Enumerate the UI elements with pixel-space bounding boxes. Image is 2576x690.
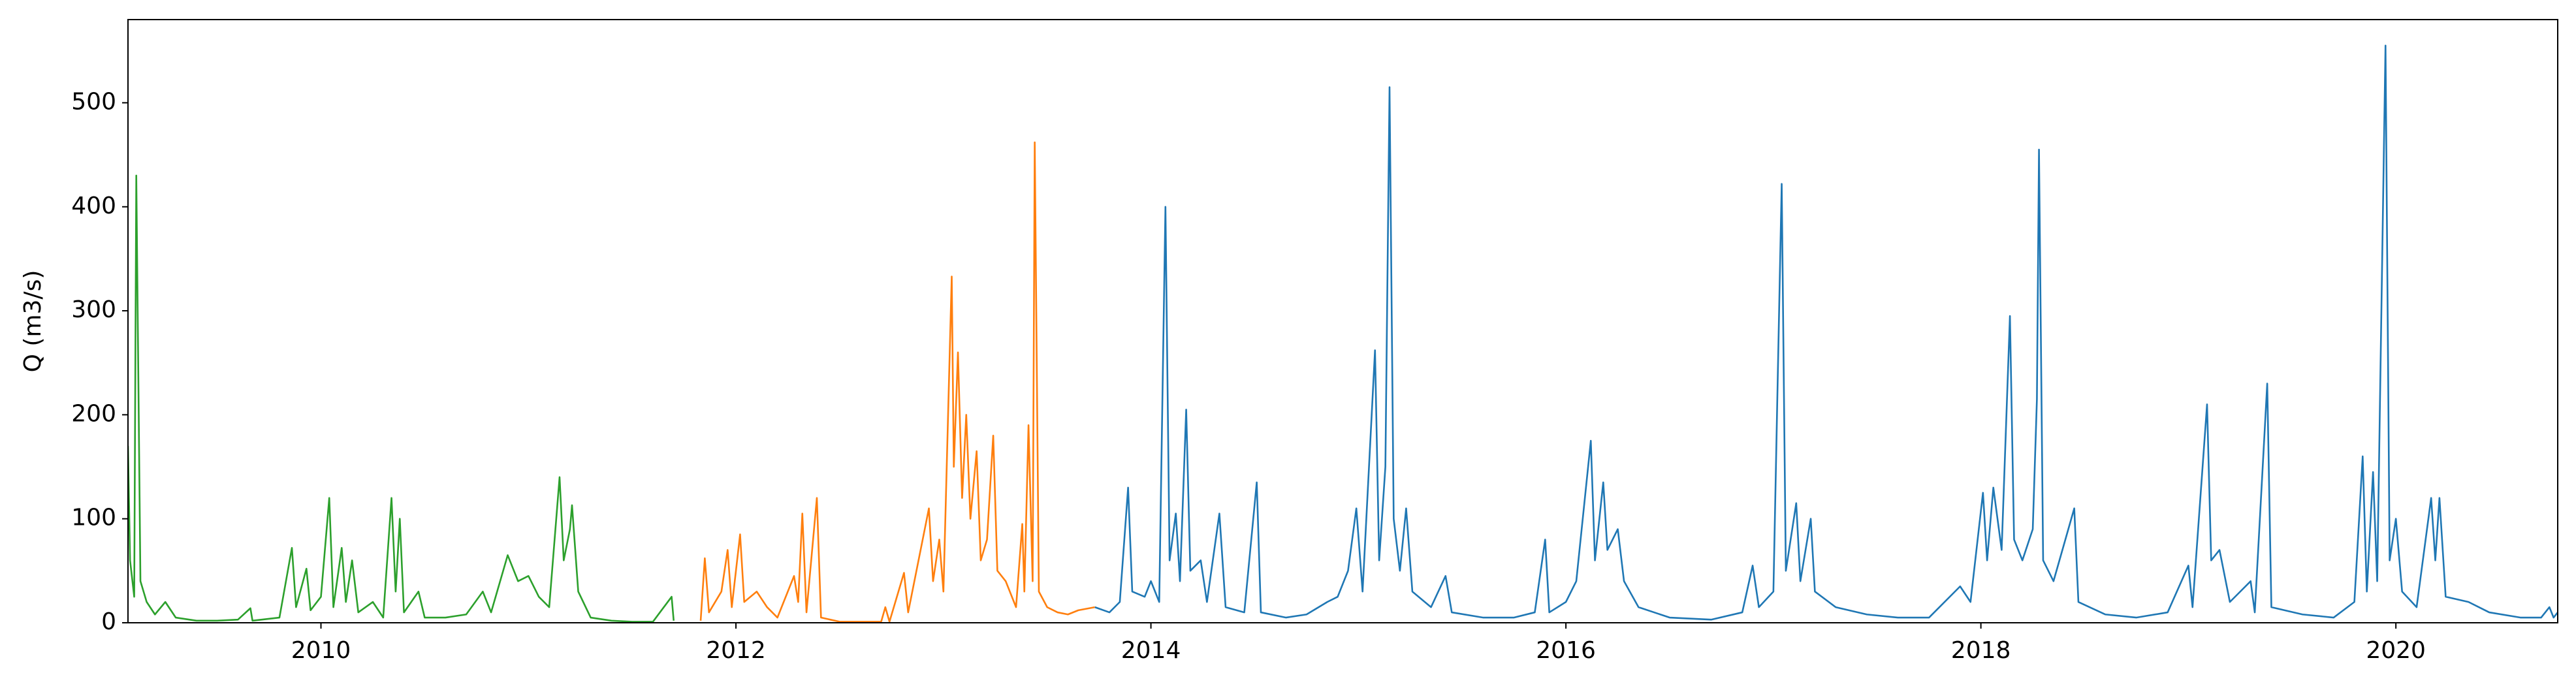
series-line bbox=[699, 141, 1096, 623]
y-tick-label: 500 bbox=[71, 88, 116, 115]
series-line bbox=[128, 174, 675, 623]
x-tick-label: 2012 bbox=[706, 637, 766, 664]
x-tick-label: 2016 bbox=[1536, 637, 1596, 664]
x-tick-label: 2020 bbox=[2366, 637, 2426, 664]
x-tick-label: 2010 bbox=[291, 637, 351, 664]
x-tick-label: 2018 bbox=[1951, 637, 2011, 664]
y-tick-label: 400 bbox=[71, 193, 116, 219]
x-tick-label: 2014 bbox=[1121, 637, 1181, 664]
y-tick-label: 300 bbox=[71, 296, 116, 323]
y-tick-label: 200 bbox=[71, 400, 116, 427]
plot-frame bbox=[127, 19, 2558, 623]
series-line bbox=[1094, 44, 2558, 621]
y-tick-label: 0 bbox=[101, 608, 116, 635]
y-tick-label: 100 bbox=[71, 505, 116, 531]
y-axis-label: Q (m3/s) bbox=[20, 270, 46, 373]
